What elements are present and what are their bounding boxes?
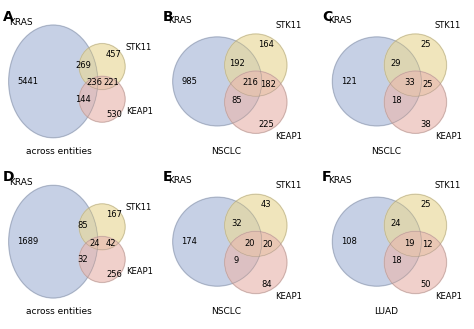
Text: STK11: STK11: [275, 20, 301, 30]
Text: STK11: STK11: [126, 43, 152, 52]
Text: 32: 32: [78, 255, 88, 264]
Circle shape: [79, 204, 125, 250]
Circle shape: [79, 237, 125, 282]
Text: 174: 174: [181, 237, 197, 246]
Text: 24: 24: [90, 239, 100, 248]
Text: 42: 42: [106, 239, 116, 248]
Text: 25: 25: [420, 200, 431, 209]
Ellipse shape: [9, 185, 98, 298]
Text: 985: 985: [181, 77, 197, 86]
Text: 18: 18: [391, 256, 401, 266]
Text: 50: 50: [420, 280, 431, 289]
Text: NSCLC: NSCLC: [371, 146, 401, 156]
Circle shape: [384, 194, 447, 257]
Text: 20: 20: [263, 240, 273, 249]
Text: 20: 20: [245, 239, 255, 248]
Text: across entities: across entities: [26, 146, 92, 156]
Text: 121: 121: [341, 77, 356, 86]
Text: 5441: 5441: [18, 77, 38, 86]
Text: KEAP1: KEAP1: [126, 267, 153, 276]
Text: 38: 38: [420, 120, 431, 129]
Text: STK11: STK11: [126, 203, 152, 212]
Text: KRAS: KRAS: [168, 16, 192, 25]
Text: NSCLC: NSCLC: [211, 146, 241, 156]
Circle shape: [225, 71, 287, 133]
Text: 269: 269: [75, 61, 91, 70]
Text: 164: 164: [258, 40, 274, 49]
Circle shape: [225, 231, 287, 293]
Circle shape: [384, 231, 447, 293]
Ellipse shape: [9, 25, 98, 138]
Text: B: B: [163, 10, 173, 24]
Circle shape: [332, 197, 421, 286]
Text: NSCLC: NSCLC: [211, 307, 241, 316]
Text: D: D: [3, 170, 14, 185]
Text: 108: 108: [341, 237, 356, 246]
Text: KRAS: KRAS: [9, 178, 32, 187]
Text: 19: 19: [404, 239, 415, 248]
Text: 32: 32: [231, 219, 242, 228]
Text: 216: 216: [242, 78, 258, 88]
Text: 192: 192: [228, 59, 245, 68]
Text: 256: 256: [106, 270, 122, 279]
Circle shape: [225, 194, 287, 257]
Circle shape: [384, 71, 447, 133]
Text: 144: 144: [75, 95, 91, 104]
Text: 530: 530: [106, 110, 122, 118]
Text: KRAS: KRAS: [9, 17, 32, 27]
Text: 29: 29: [391, 59, 401, 68]
Text: F: F: [322, 170, 331, 185]
Text: STK11: STK11: [275, 181, 301, 190]
Text: 18: 18: [391, 96, 401, 105]
Text: 221: 221: [103, 78, 119, 88]
Text: 85: 85: [78, 221, 88, 230]
Text: 85: 85: [231, 96, 242, 105]
Circle shape: [332, 37, 421, 126]
Text: 1689: 1689: [18, 237, 38, 246]
Text: 9: 9: [234, 256, 239, 266]
Text: KEAP1: KEAP1: [126, 107, 153, 115]
Text: KEAP1: KEAP1: [435, 132, 462, 141]
Circle shape: [173, 37, 262, 126]
Text: 84: 84: [261, 280, 272, 289]
Circle shape: [225, 34, 287, 96]
Text: 25: 25: [420, 40, 431, 49]
Text: 167: 167: [106, 211, 122, 219]
Text: 236: 236: [87, 78, 103, 88]
Text: E: E: [163, 170, 172, 185]
Text: 225: 225: [258, 120, 274, 129]
Text: KEAP1: KEAP1: [275, 292, 302, 301]
Text: KEAP1: KEAP1: [275, 132, 302, 141]
Text: across entities: across entities: [26, 307, 92, 316]
Text: KRAS: KRAS: [328, 16, 352, 25]
Text: LUAD: LUAD: [374, 307, 398, 316]
Circle shape: [79, 76, 125, 122]
Text: C: C: [322, 10, 332, 24]
Text: KEAP1: KEAP1: [435, 292, 462, 301]
Text: 182: 182: [260, 80, 275, 89]
Text: 457: 457: [106, 50, 122, 59]
Text: 12: 12: [422, 240, 432, 249]
Circle shape: [79, 43, 125, 89]
Text: 25: 25: [422, 80, 432, 89]
Text: KRAS: KRAS: [328, 176, 352, 185]
Text: 43: 43: [261, 200, 272, 209]
Circle shape: [384, 34, 447, 96]
Text: STK11: STK11: [435, 20, 461, 30]
Circle shape: [173, 197, 262, 286]
Text: A: A: [3, 10, 14, 24]
Text: STK11: STK11: [435, 181, 461, 190]
Text: KRAS: KRAS: [168, 176, 192, 185]
Text: 33: 33: [404, 78, 415, 88]
Text: 24: 24: [391, 219, 401, 228]
